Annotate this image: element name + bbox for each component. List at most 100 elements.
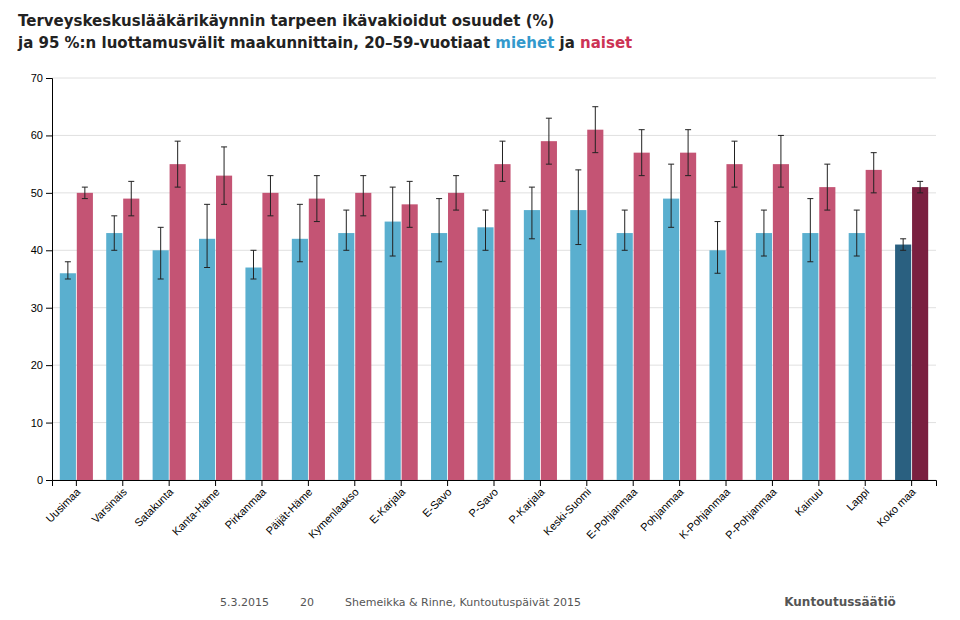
y-tick-label: 40 [31, 244, 43, 256]
error-bar [778, 135, 784, 187]
y-tick: 50 [31, 187, 52, 199]
error-bar [575, 170, 581, 245]
x-tick-mark [540, 480, 541, 486]
x-tick: Lappi [844, 480, 872, 513]
bar [309, 199, 325, 480]
x-tick-label: Keski-Suomi [541, 486, 593, 538]
x-tick-label: Lappi [844, 486, 872, 514]
annotation: Kuntoutussäätiö [784, 595, 896, 609]
x-tick-label: P-Karjala [506, 485, 547, 526]
y-tick-mark [46, 365, 52, 366]
x-tick: E-Pohjanmaa [584, 480, 640, 541]
x-tick-mark [215, 480, 216, 486]
x-tick-mark [122, 480, 123, 486]
x-tick: E-Savo [420, 480, 454, 520]
x-tick: Satakunta [132, 480, 176, 529]
x-tick: Kymenlaakso [306, 480, 361, 541]
error-bar [668, 164, 674, 227]
x-tick-label: Varsinais [89, 485, 129, 525]
error-bar [360, 176, 366, 216]
bar [338, 233, 354, 480]
error-bar [128, 181, 134, 215]
x-tick: Pirkanmaa [223, 480, 269, 531]
error-bar [824, 164, 830, 210]
bar [726, 164, 742, 480]
bar [448, 193, 464, 480]
bar [494, 164, 510, 480]
x-tick-mark [818, 480, 819, 486]
bar [199, 239, 215, 480]
error-bar [175, 141, 181, 187]
error-bar [267, 176, 273, 216]
x-tick-mark [354, 480, 355, 486]
x-tick-mark [76, 480, 77, 486]
subtitle-part: ja 95 %:n luottamusvälit maakunnittain, … [17, 34, 495, 52]
error-bar [111, 216, 117, 250]
error-bar [221, 147, 227, 204]
error-bar [314, 176, 320, 222]
x-tick-mark [169, 480, 170, 486]
bar [402, 204, 418, 480]
x-tick-mark [772, 480, 773, 486]
error-bar [807, 199, 813, 262]
error-bar [250, 250, 256, 279]
y-tick: 20 [31, 359, 52, 371]
bar [106, 233, 122, 480]
y-tick-label: 0 [37, 474, 43, 486]
y-tick: 60 [31, 129, 52, 141]
error-bar [390, 187, 396, 256]
marks [60, 107, 928, 480]
subtitle-part: miehet [495, 34, 554, 52]
error-bar [732, 141, 738, 187]
x-tick-label: Satakunta [132, 485, 176, 529]
x-tick: P-Pohjanmaa [723, 480, 779, 541]
bar [773, 164, 789, 480]
annotation: Shemeikka & Rinne, Kuntoutuspäivät 2015 [345, 596, 581, 609]
error-bar [622, 210, 628, 250]
x-tick: Varsinais [89, 480, 129, 525]
bar [756, 233, 772, 480]
subtitle: ja 95 %:n luottamusvälit maakunnittain, … [17, 34, 632, 52]
x-tick-mark [911, 480, 912, 486]
plot: 010203040506070UusimaaVarsinaisSatakunta… [31, 72, 937, 541]
x-tick-mark [633, 480, 634, 486]
error-bar [343, 210, 349, 250]
x-tick-mark [401, 480, 402, 486]
bar [123, 199, 139, 480]
x-tick-mark [586, 480, 587, 486]
error-bar [407, 181, 413, 227]
bar [912, 187, 928, 480]
error-bar [436, 199, 442, 262]
grid-line [52, 78, 936, 79]
error-bar [546, 118, 552, 164]
bar [663, 199, 679, 480]
series-0 [60, 164, 911, 480]
y-axis-line [46, 79, 53, 481]
bar [262, 193, 278, 480]
y-tick: 10 [31, 417, 52, 429]
x-tick-label: Koko maa [874, 485, 918, 529]
y-tick-label: 20 [31, 359, 43, 371]
x-tick: Kanta-Häme [170, 480, 222, 538]
bar [216, 176, 232, 480]
x-tick-mark [726, 480, 727, 486]
y-tick-mark [46, 78, 52, 79]
error-bar [453, 176, 459, 210]
error-bar [871, 153, 877, 193]
x-tick: Päijät-Häme [263, 480, 314, 537]
y-tick: 0 [37, 474, 52, 486]
x-tick-label: P-Savo [466, 486, 500, 520]
y-tick-label: 30 [31, 302, 43, 314]
x-tick-label: P-Pohjanmaa [723, 485, 779, 541]
y-tick: 40 [31, 244, 52, 256]
y-tick-label: 60 [31, 129, 43, 141]
error-bar [204, 204, 210, 267]
y-tick-mark [46, 480, 52, 481]
bar [802, 233, 818, 480]
x-tick-label: Kymenlaakso [306, 486, 361, 541]
error-bar [158, 227, 164, 279]
bar [570, 210, 586, 480]
error-bar [529, 187, 535, 239]
bar [524, 210, 540, 480]
x-tick: P-Karjala [506, 480, 547, 526]
